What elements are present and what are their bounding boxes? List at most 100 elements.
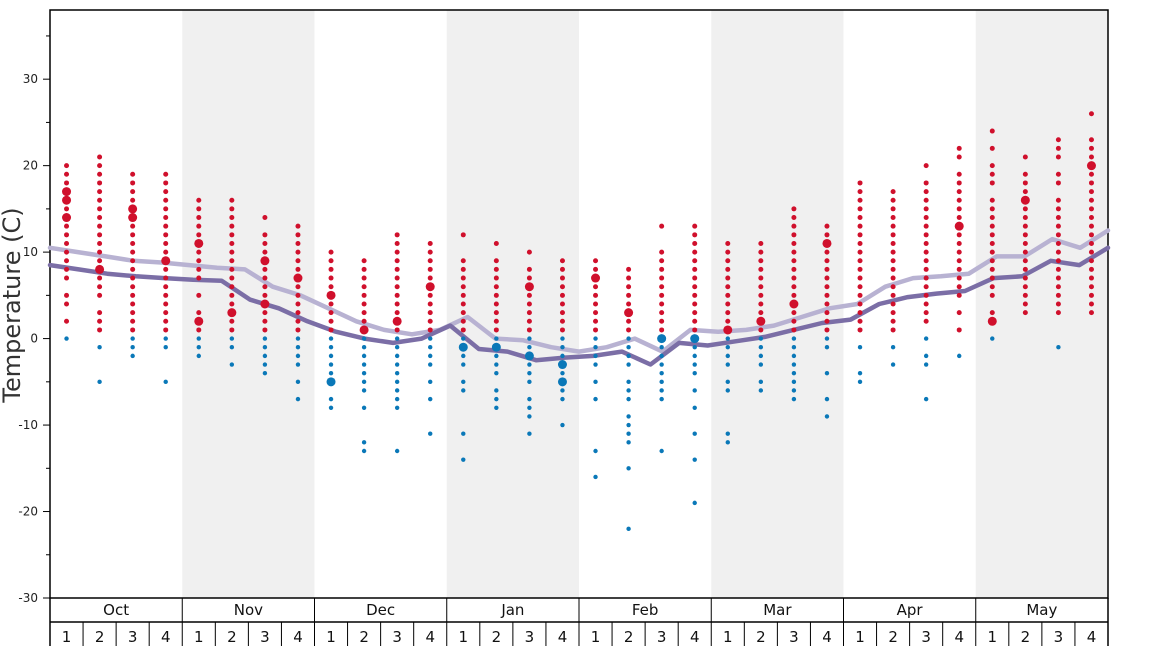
cold-dot: [890, 345, 896, 350]
cold-dot: [659, 345, 664, 350]
warm-dot: [130, 292, 136, 298]
cold-dot: [461, 336, 466, 341]
cold-dot: [163, 345, 168, 350]
warm-dot: [1020, 195, 1030, 205]
cold-dot: [64, 336, 69, 341]
warm-dot: [97, 180, 103, 186]
cold-dot: [361, 345, 367, 350]
warm-dot: [97, 327, 103, 333]
month-label-nov: Nov: [234, 601, 263, 619]
warm-dot: [857, 318, 863, 324]
week-label: 4: [161, 628, 171, 646]
cold-dot: [328, 345, 334, 350]
cold-dot: [262, 353, 268, 359]
cold-dot: [725, 362, 730, 367]
trend-lines: [47, 228, 1111, 367]
cold-dot: [593, 336, 598, 341]
cold-dot: [229, 362, 235, 367]
warm-dot: [559, 266, 565, 272]
warm-dot: [262, 249, 268, 255]
cold-dot: [527, 431, 532, 436]
warm-dot: [427, 249, 433, 255]
cold-dot: [692, 405, 697, 410]
warm-dot: [1055, 137, 1061, 143]
warm-dot: [989, 223, 995, 229]
warm-dot: [229, 275, 235, 281]
warm-dot: [97, 215, 103, 221]
cold-dot: [361, 388, 367, 393]
warm-dot: [130, 232, 136, 238]
cold-dot: [692, 388, 697, 393]
cold-dot: [461, 457, 466, 462]
cold-dot: [659, 396, 664, 402]
warm-dot: [956, 215, 962, 221]
warm-dot: [956, 206, 962, 212]
warm-dot: [1055, 180, 1061, 186]
cold-dot: [725, 440, 730, 445]
warm-dot: [163, 232, 169, 238]
month-label-may: May: [1026, 601, 1057, 619]
cold-dot: [692, 370, 697, 376]
warm-dot: [229, 266, 235, 272]
cold-dot: [527, 370, 532, 376]
warm-dot: [1088, 145, 1094, 151]
cold-dot: [394, 345, 400, 350]
cold-dot: [593, 362, 598, 367]
warm-dot: [692, 301, 698, 307]
warm-dot: [758, 275, 764, 281]
warm-dot: [97, 258, 103, 264]
warm-dot: [923, 215, 929, 221]
warm-dot: [956, 197, 962, 203]
warm-dot: [64, 318, 70, 324]
cold-dot: [857, 370, 863, 376]
warm-dot: [64, 292, 70, 298]
week-label: 3: [789, 628, 799, 646]
warm-dot: [97, 292, 103, 298]
warm-dot: [64, 223, 70, 229]
warm-dot: [196, 206, 202, 212]
warm-dot: [64, 232, 70, 238]
cold-dot: [428, 362, 433, 367]
warm-dot: [923, 180, 929, 186]
warm-dot: [659, 258, 665, 264]
warm-dot: [1055, 240, 1061, 246]
month-band-may: [975, 10, 1108, 598]
cold-dot: [626, 431, 631, 436]
cold-dot: [824, 396, 830, 402]
warm-dot: [989, 171, 995, 177]
warm-dot: [229, 197, 235, 203]
warm-dot: [725, 240, 731, 246]
warm-dot: [526, 275, 532, 281]
warm-dot: [196, 275, 202, 281]
month-label-feb: Feb: [632, 601, 659, 619]
warm-dot: [890, 266, 896, 272]
cold-dot: [428, 431, 433, 436]
warm-dot: [725, 318, 731, 324]
warm-dot: [559, 327, 565, 333]
warm-dot: [890, 249, 896, 255]
warm-dot: [97, 275, 103, 281]
warm-dot: [163, 310, 169, 316]
warm-dot: [923, 249, 929, 255]
warm-dot: [229, 327, 235, 333]
warm-dot: [1022, 310, 1028, 316]
warm-dot: [1088, 180, 1094, 186]
warm-dot: [692, 327, 698, 333]
warm-dot: [1088, 223, 1094, 229]
warm-dot: [229, 292, 235, 298]
warm-dot: [394, 284, 400, 290]
warm-dot: [328, 275, 334, 281]
cold-dot: [527, 414, 532, 419]
warm-dot: [1088, 249, 1094, 255]
cold-dot: [196, 353, 201, 359]
warm-dot: [989, 240, 995, 246]
warm-dot: [97, 284, 103, 290]
cold-dot: [262, 345, 268, 350]
week-label: 4: [1087, 628, 1097, 646]
cold-dot: [626, 414, 631, 419]
warm-dot: [989, 206, 995, 212]
cold-dot: [494, 370, 499, 376]
week-label: 2: [1021, 628, 1031, 646]
warm-dot: [758, 292, 764, 298]
warm-dot: [460, 327, 466, 333]
